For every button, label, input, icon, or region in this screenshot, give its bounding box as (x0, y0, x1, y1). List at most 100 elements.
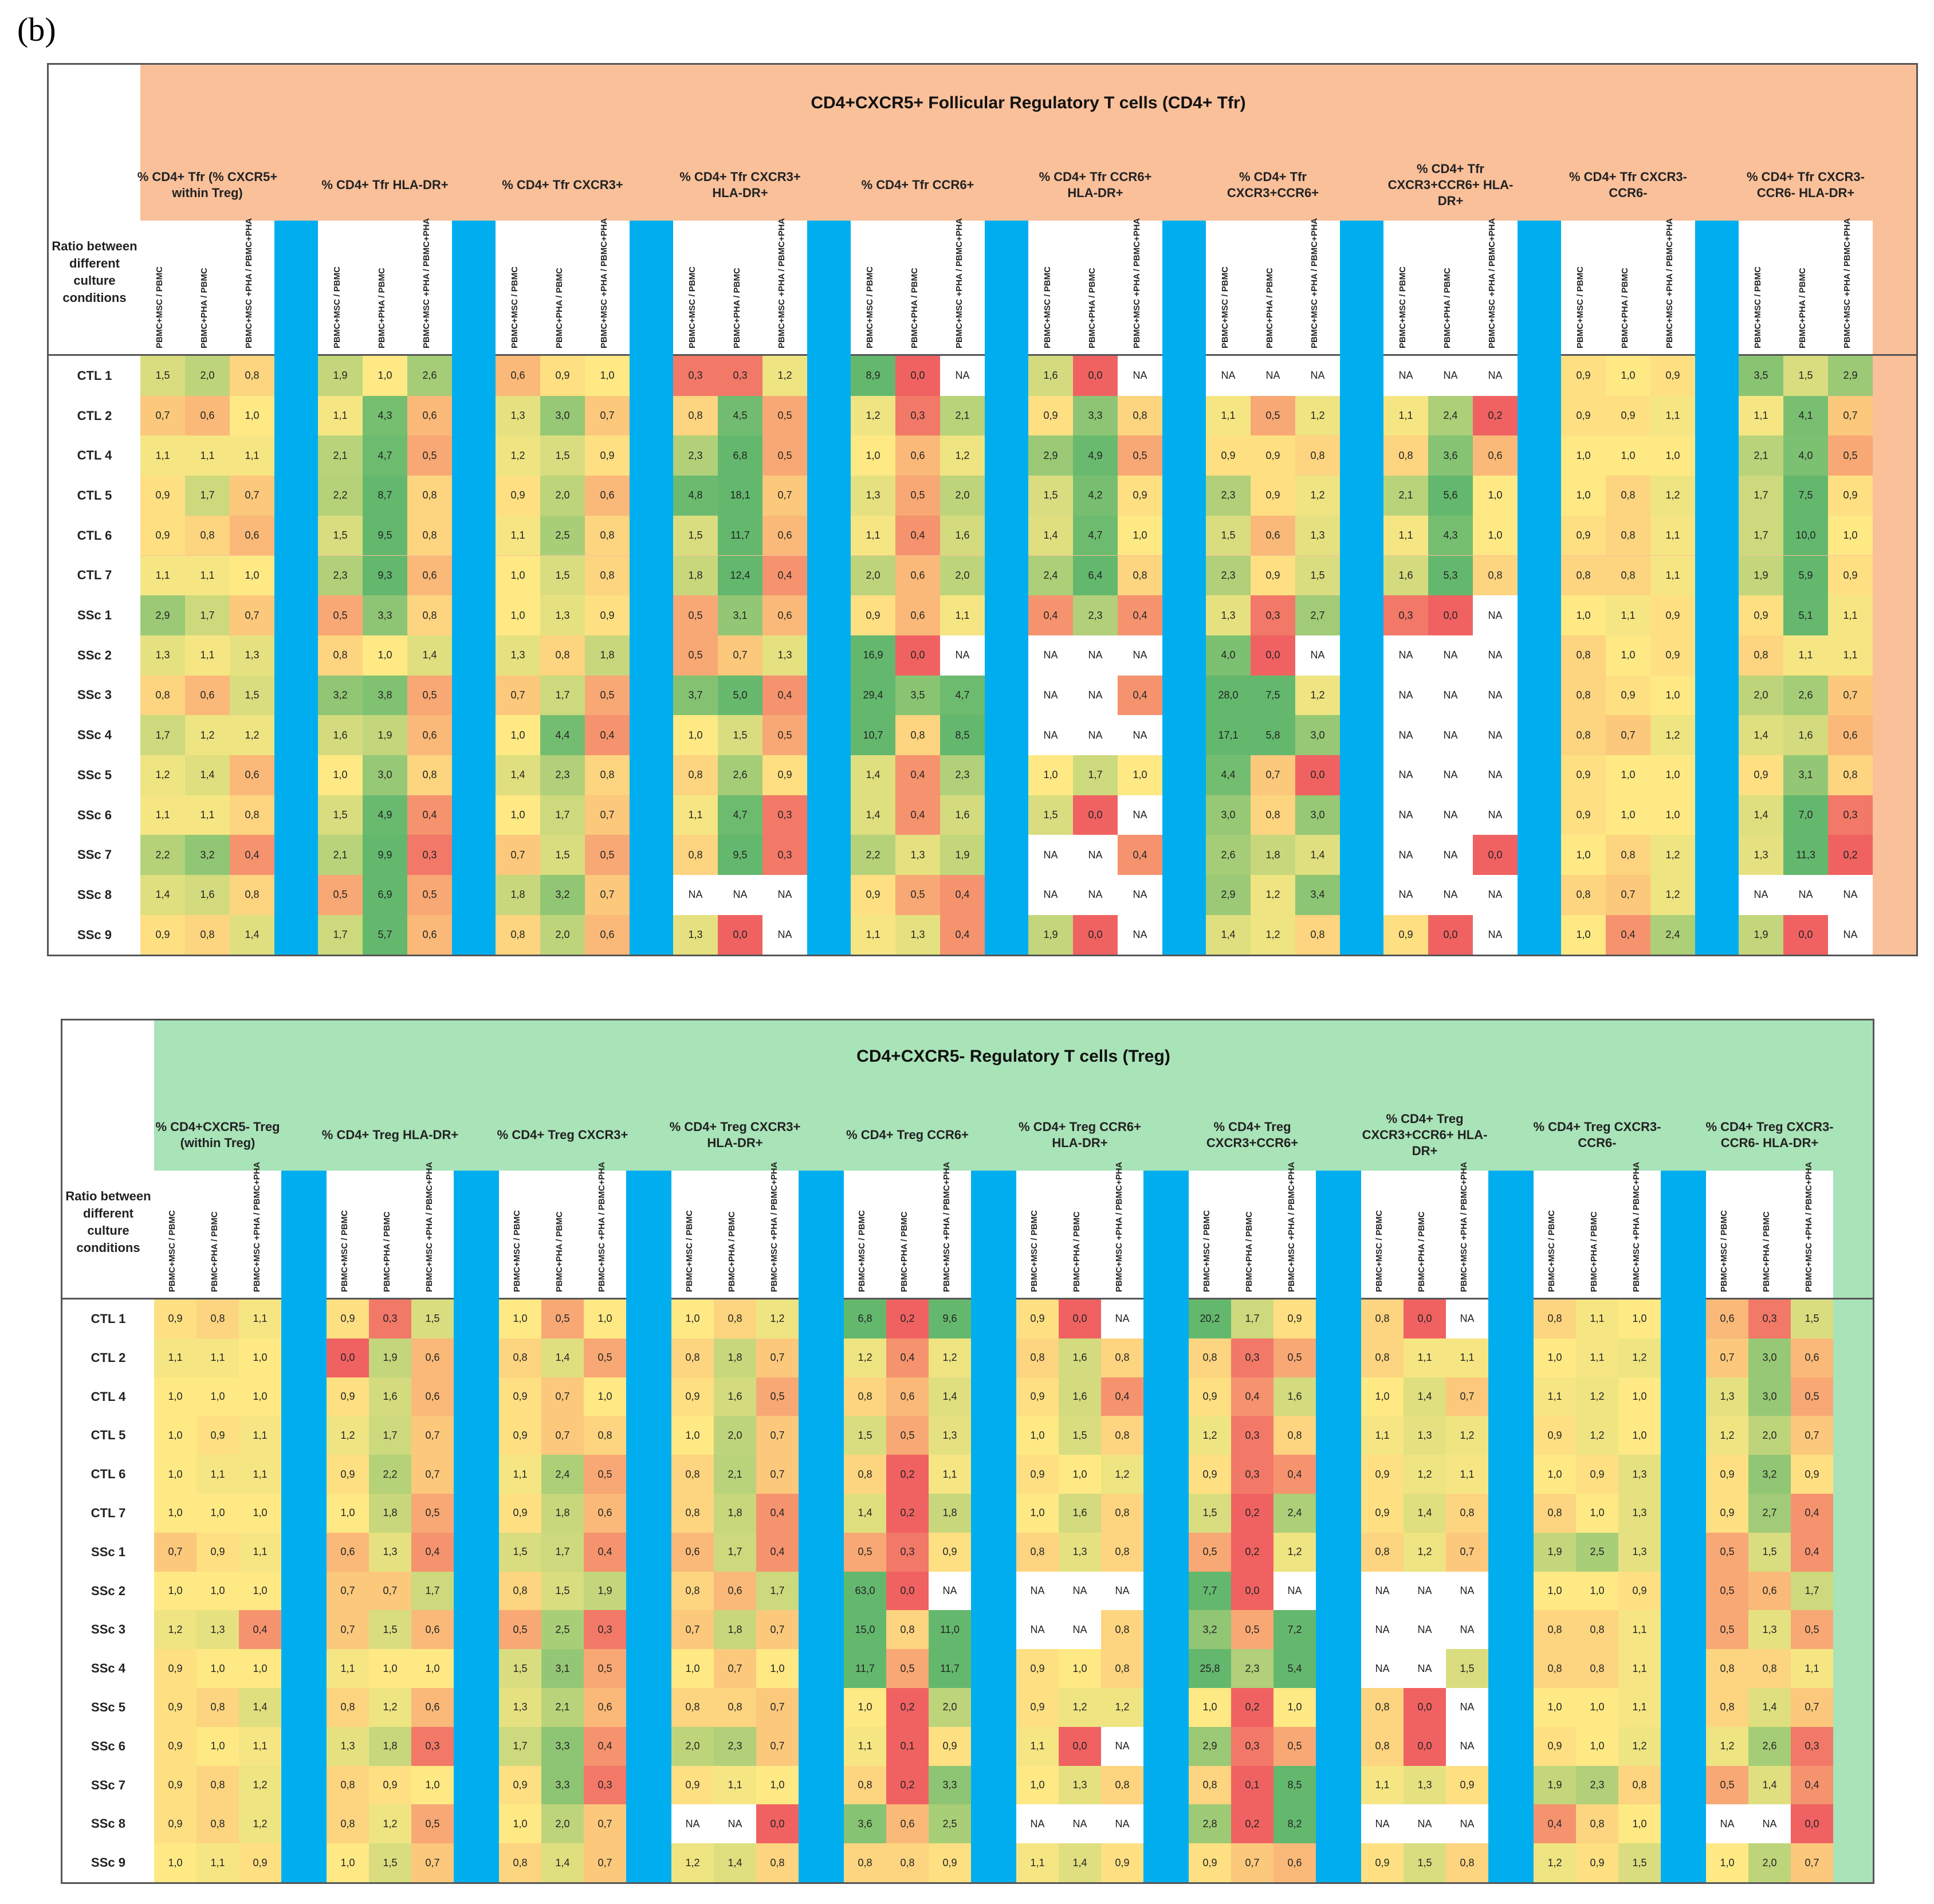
heatmap-cell: 1,0 (1016, 1494, 1059, 1533)
heatmap-cell: 1,0 (363, 635, 407, 676)
subheader-box (496, 221, 630, 354)
column-header: % CD4+CXCR5- Treg (within Treg) (155, 1120, 280, 1150)
heatmap-cell: 0,3 (1251, 595, 1295, 635)
heatmap-cell: 0,8 (196, 1688, 239, 1727)
heatmap-cell: 0,2 (886, 1688, 929, 1727)
heatmap-cell: 9,5 (718, 835, 762, 876)
heatmap-cell: 2,9 (140, 595, 185, 635)
heatmap-cell: 0,3 (584, 1610, 626, 1650)
heatmap-cell: 0,8 (844, 1765, 886, 1805)
heatmap-cell: 0,6 (411, 1688, 454, 1727)
heatmap-cell: 0,2 (1231, 1494, 1273, 1533)
heatmap-cell: 1,0 (1576, 1494, 1618, 1533)
heatmap-cell: 2,0 (929, 1688, 971, 1727)
heatmap-cell: 2,0 (851, 555, 895, 596)
heatmap-cell: 0,9 (1650, 635, 1695, 676)
heatmap-cell: 3,1 (541, 1649, 584, 1688)
heatmap-cell: 0,9 (140, 515, 185, 556)
column-header: % CD4+ Tfr CCR6+ HLA-DR+ (1039, 170, 1152, 200)
subcolumn-label: PBMC+MSC / PBMC (1374, 1210, 1384, 1292)
heatmap-cell: 1,5 (1206, 515, 1251, 556)
heatmap-cell: 2,3 (673, 435, 718, 476)
heatmap-cell: 1,3 (1706, 1377, 1748, 1416)
heatmap-cell: 0,7 (1446, 1377, 1488, 1416)
row-label: SSc 7 (91, 1777, 125, 1792)
heatmap-cell: 1,0 (671, 1416, 714, 1455)
heatmap-cell: 1,1 (140, 435, 185, 476)
heatmap-cell: 1,9 (1028, 914, 1073, 955)
heatmap-cell: 0,3 (1791, 1726, 1833, 1766)
heatmap-cell: 1,0 (239, 1377, 281, 1416)
heatmap-cell: 0,8 (895, 715, 940, 755)
heatmap-cell: 2,6 (1206, 835, 1251, 876)
heatmap-cell: NA (714, 1804, 756, 1844)
heatmap-cell: 4,0 (1783, 435, 1828, 476)
column-header: % CD4+ Treg CXCR3+ HLA-DR+ (669, 1120, 801, 1150)
heatmap-cell: 1,1 (940, 595, 985, 635)
heatmap-cell: 0,9 (671, 1377, 714, 1416)
heatmap-cell: 1,0 (1561, 914, 1606, 955)
heatmap-cell: NA (1073, 715, 1118, 755)
heatmap-cell: 1,7 (541, 1532, 584, 1572)
heatmap-cell: 0,9 (1576, 1455, 1618, 1494)
heatmap-cell: 0,8 (318, 635, 363, 676)
subcolumn-label: PBMC+MSC / PBMC (857, 1210, 867, 1292)
heatmap-cell: 0,6 (411, 1338, 454, 1377)
column-separator (799, 1171, 844, 1882)
heatmap-cell: 1,0 (673, 715, 718, 755)
heatmap-cell: 1,1 (673, 795, 718, 835)
heatmap-cell: 1,2 (1706, 1726, 1748, 1766)
heatmap-cell: 1,6 (1028, 356, 1073, 396)
heatmap-cell: 1,0 (1016, 1416, 1059, 1455)
heatmap-cell: 1,3 (895, 835, 940, 876)
heatmap-cell: NA (1404, 1610, 1446, 1650)
heatmap-cell: 1,4 (185, 755, 230, 795)
heatmap-cell: 2,1 (1383, 476, 1428, 516)
heatmap-cell: 0,5 (1828, 435, 1873, 476)
heatmap-cell: 2,7 (1748, 1494, 1791, 1533)
heatmap-cell: 1,0 (411, 1765, 454, 1805)
heatmap-cell: 1,8 (929, 1494, 971, 1533)
heatmap-cell: 1,2 (1404, 1455, 1446, 1494)
heatmap-cell: 0,9 (1739, 755, 1783, 795)
heatmap-cell: 0,8 (1561, 875, 1606, 915)
column-header: % CD4+ Treg CXCR3-CCR6- HLA-DR+ (1705, 1120, 1834, 1150)
heatmap-cell: 1,3 (1206, 595, 1251, 635)
heatmap-cell: 1,1 (1828, 635, 1873, 676)
heatmap-cell: 1,7 (1231, 1300, 1273, 1338)
heatmap-cell: 1,1 (239, 1532, 281, 1572)
heatmap-cell: 1,1 (239, 1726, 281, 1766)
heatmap-cell: 1,7 (369, 1416, 411, 1455)
column-separator (1316, 1171, 1361, 1882)
heatmap-cell: 0,9 (327, 1455, 369, 1494)
heatmap-cell: 1,0 (585, 356, 630, 396)
heatmap-cell: 0,9 (1361, 1843, 1404, 1882)
heatmap-cell: 2,3 (1231, 1649, 1273, 1688)
row-label: CTL 5 (77, 488, 112, 503)
heatmap-cell: 0,9 (929, 1726, 971, 1766)
heatmap-cell: 0,9 (196, 1532, 239, 1572)
heatmap-cell: 0,7 (1251, 755, 1295, 795)
heatmap-cell: 0,3 (1231, 1726, 1273, 1766)
heatmap-cell: 1,3 (196, 1610, 239, 1650)
heatmap-cell: 1,5 (541, 1571, 584, 1611)
heatmap-cell: 0,4 (584, 1532, 626, 1572)
heatmap-cell: 0,8 (407, 755, 452, 795)
heatmap-cell: 0,8 (1361, 1300, 1404, 1338)
heatmap-cell: 4,1 (1783, 395, 1828, 436)
heatmap-cell: NA (1059, 1610, 1101, 1650)
column-separator (985, 221, 1028, 955)
heatmap-cell: 2,3 (1206, 476, 1251, 516)
row-label: SSc 7 (77, 847, 112, 862)
heatmap-cell: 1,2 (239, 1804, 281, 1844)
heatmap-cell: 0,9 (1561, 356, 1606, 396)
heatmap-cell: 1,1 (230, 435, 274, 476)
heatmap-cell: NA (1706, 1804, 1748, 1844)
heatmap-cell: 1,0 (411, 1649, 454, 1688)
heatmap-cell: 0,9 (540, 356, 585, 396)
heatmap-cell: 1,4 (1748, 1765, 1791, 1805)
heatmap-cell: 0,5 (756, 1377, 799, 1416)
heatmap-cell: 0,3 (407, 835, 452, 876)
heatmap-cell: 1,1 (239, 1416, 281, 1455)
column-separator (452, 221, 496, 955)
